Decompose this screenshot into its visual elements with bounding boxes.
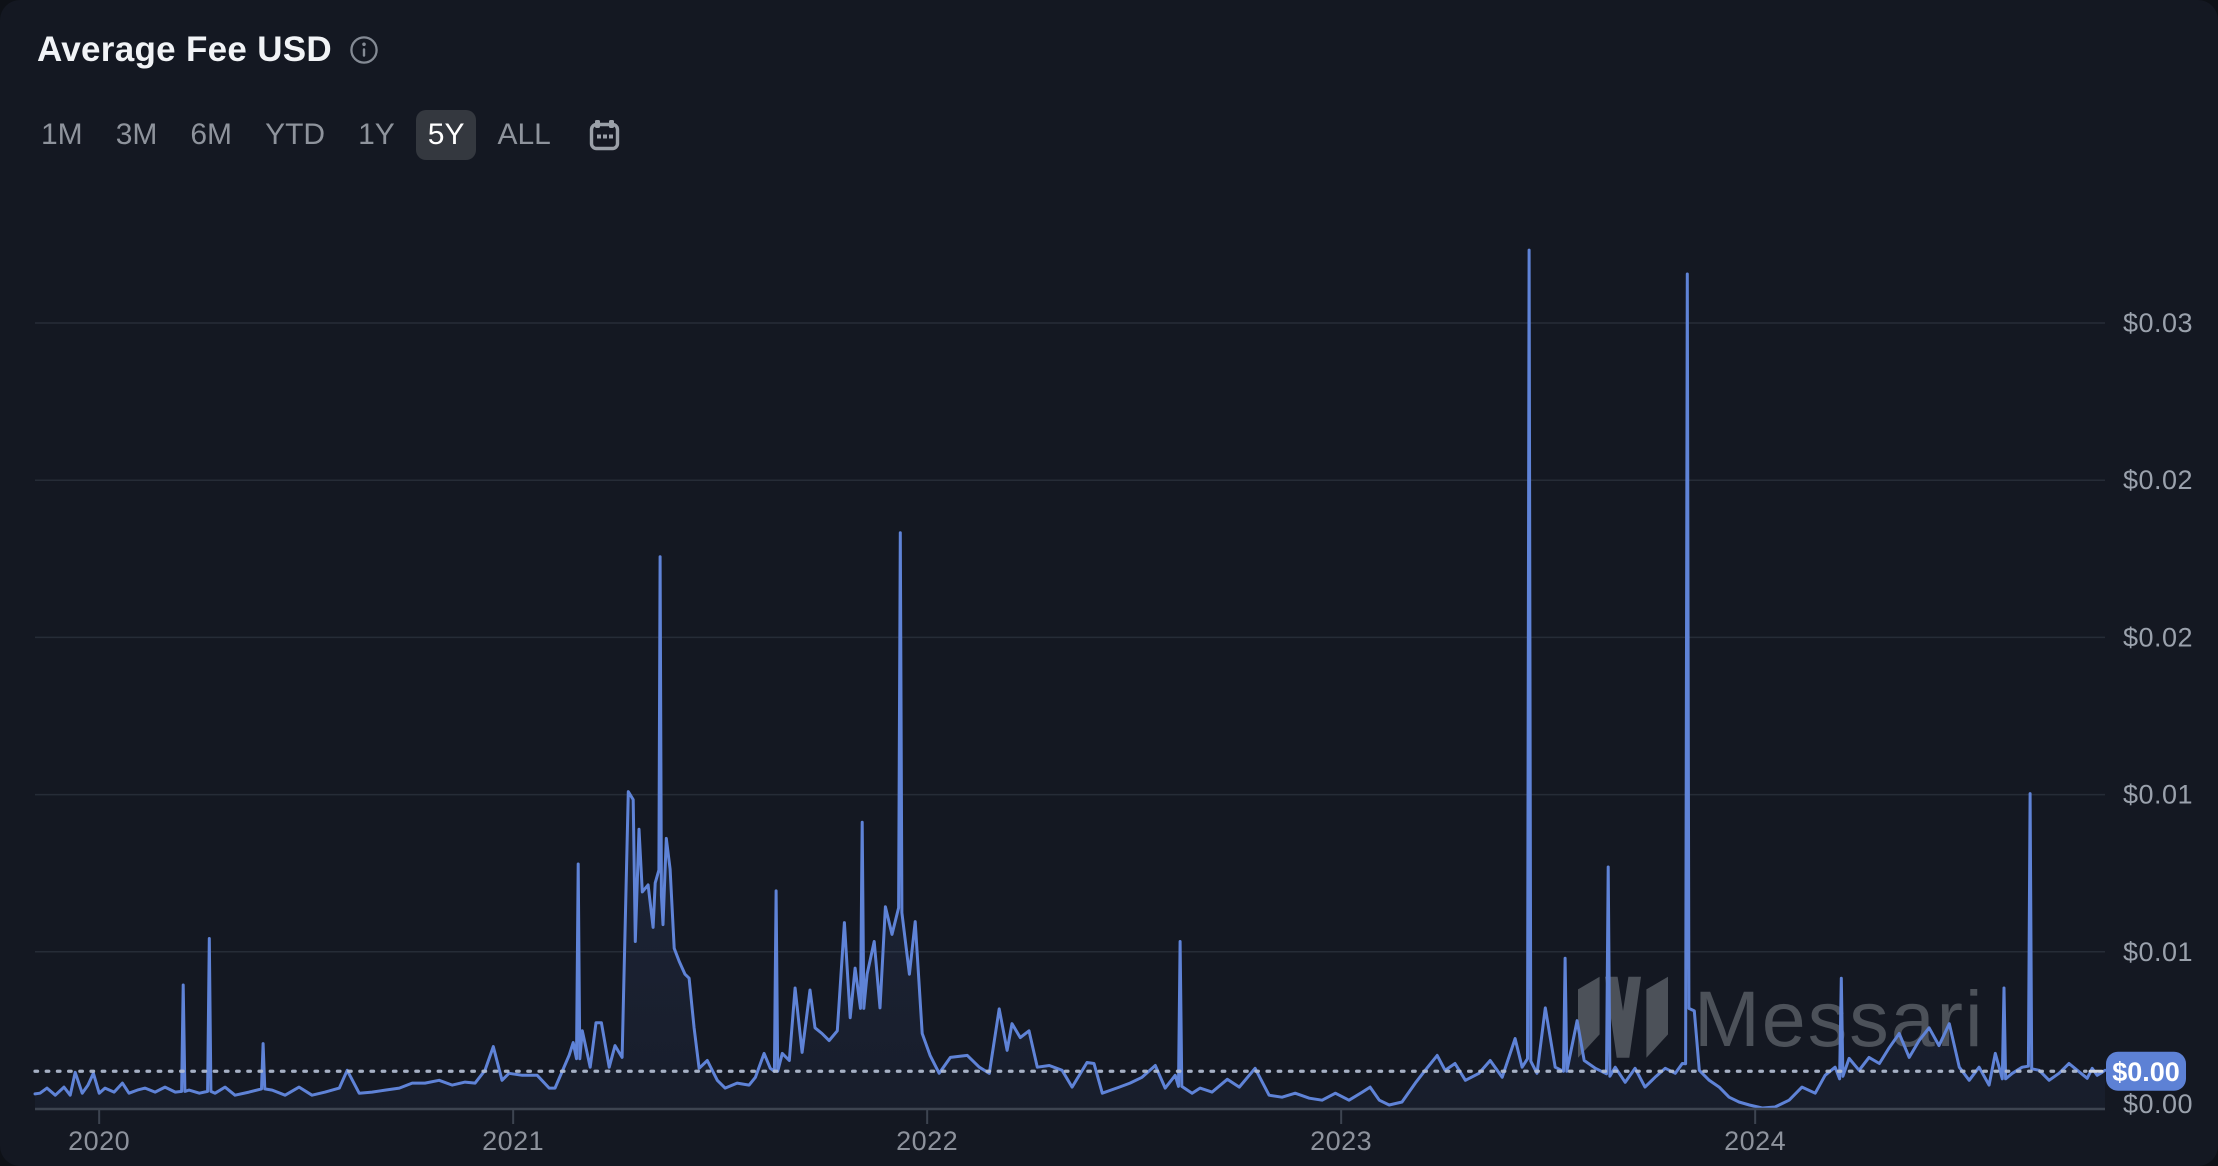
x-tick-label: 2020 — [68, 1126, 130, 1156]
page-title: Average Fee USD — [37, 30, 332, 69]
y-floor-label: $0.00 — [2123, 1089, 2193, 1119]
y-axis-labels: $0.03 $0.02 $0.02 $0.01 $0.01 $0.00 — [2123, 308, 2193, 1119]
range-button-ytd[interactable]: YTD — [265, 112, 325, 158]
time-range-toolbar: 1M 3M 6M YTD 1Y 5Y ALL — [41, 110, 622, 160]
info-button[interactable] — [349, 35, 379, 65]
messari-watermark: Messari — [1578, 974, 1985, 1063]
messari-logo-icon — [1578, 976, 1668, 1058]
x-axis-labels: 2020 2021 2022 2023 2024 — [68, 1110, 1786, 1156]
range-buttons: 1M 3M 6M YTD 1Y 5Y ALL — [41, 110, 584, 160]
chart-plot-area[interactable] — [35, 170, 2105, 1109]
chart-header: Average Fee USD — [37, 30, 379, 70]
range-button-6m[interactable]: 6M — [190, 112, 232, 158]
calendar-icon — [589, 120, 620, 151]
x-tick-label: 2023 — [1310, 1126, 1372, 1156]
x-tick-label: 2022 — [896, 1126, 958, 1156]
range-button-3m[interactable]: 3M — [116, 112, 158, 158]
range-button-5y[interactable]: 5Y — [415, 110, 477, 160]
x-tick-label: 2024 — [1724, 1126, 1786, 1156]
range-button-1m[interactable]: 1M — [41, 112, 83, 158]
range-button-1y[interactable]: 1Y — [358, 112, 395, 158]
y-tick-label: $0.03 — [2123, 308, 2193, 338]
fee-line-series — [33, 248, 2107, 1110]
info-icon — [350, 36, 378, 64]
current-value-badge: $0.00 — [2106, 1051, 2186, 1091]
y-tick-label: $0.01 — [2123, 937, 2193, 967]
range-button-all[interactable]: ALL — [497, 112, 550, 158]
calendar-button[interactable] — [588, 117, 622, 153]
gridlines — [35, 322, 2105, 953]
y-tick-label: $0.01 — [2123, 780, 2193, 810]
x-tick-label: 2021 — [482, 1126, 544, 1156]
y-tick-label: $0.02 — [2123, 465, 2193, 495]
messari-wordmark: Messari — [1694, 974, 1985, 1063]
y-tick-label: $0.02 — [2123, 622, 2193, 652]
current-value-label: $0.00 — [2112, 1057, 2180, 1087]
